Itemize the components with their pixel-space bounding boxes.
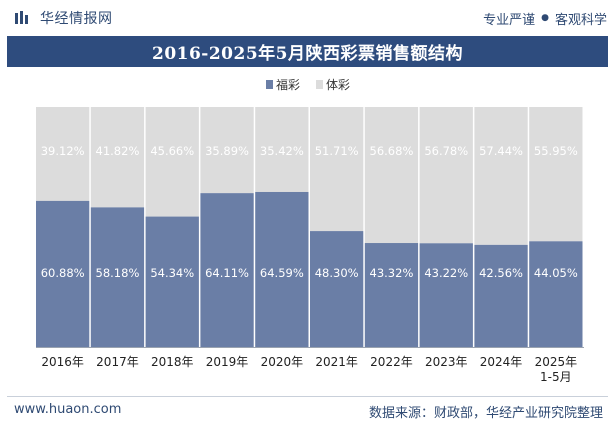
- data-label-ticai-7: 56.68%: [370, 144, 414, 158]
- x-tick-label-8: 2023年: [425, 355, 468, 369]
- bar-ticai-3: [145, 107, 199, 217]
- data-label-fucai-10: 44.05%: [534, 266, 578, 280]
- legend-label-2: 体彩: [326, 78, 350, 92]
- slogan-separator: ●: [541, 13, 549, 23]
- bar-fucai-4: [200, 193, 254, 347]
- data-label-ticai-5: 35.42%: [260, 144, 304, 158]
- bar-ticai-10: [529, 107, 583, 242]
- bar-ticai-7: [364, 107, 419, 244]
- bar-fucai-5: [255, 191, 309, 347]
- data-label-ticai-3: 45.66%: [150, 144, 194, 158]
- x-tick-label-10-line-2: 1-5月: [540, 370, 572, 384]
- data-label-ticai-2: 41.82%: [96, 144, 140, 158]
- data-label-fucai-1: 60.88%: [41, 266, 85, 280]
- legend-label-1: 福彩: [276, 77, 300, 92]
- brand-logo-icon: [15, 11, 28, 24]
- bar-ticai-4: [200, 107, 254, 194]
- x-tick-label-4: 2019年: [206, 355, 249, 369]
- legend-swatch-2: [316, 80, 323, 89]
- legend-swatch-1: [266, 80, 273, 89]
- title-bar: 2016-2025年5月陕西彩票销售额结构: [7, 36, 608, 67]
- bar-fucai-7: [364, 243, 419, 347]
- chart-title: 2016-2025年5月陕西彩票销售额结构: [151, 44, 463, 64]
- x-tick-label-2: 2017年: [96, 355, 139, 369]
- x-tick-label-5: 2020年: [261, 355, 304, 369]
- x-tick-label-7: 2022年: [370, 355, 413, 369]
- data-label-fucai-4: 64.11%: [205, 266, 249, 280]
- data-label-fucai-6: 48.30%: [315, 266, 359, 280]
- brand: 华经情报网: [14, 8, 113, 28]
- data-label-ticai-9: 57.44%: [479, 144, 523, 158]
- bar-ticai-1: [36, 107, 90, 201]
- data-label-fucai-9: 42.56%: [479, 266, 523, 280]
- data-label-fucai-2: 58.18%: [96, 266, 140, 280]
- bar-fucai-6: [310, 231, 364, 347]
- data-label-ticai-4: 35.89%: [205, 144, 249, 158]
- data-label-ticai-10: 55.95%: [534, 144, 578, 158]
- x-tick-label-6: 2021年: [315, 355, 358, 369]
- footer-source: 数据来源：财政部，华经产业研究院整理: [368, 406, 603, 421]
- bar-fucai-3: [145, 216, 199, 347]
- slogan: 专业严谨 ● 客观科学: [483, 9, 607, 28]
- brand-name: 华经情报网: [40, 11, 113, 27]
- bar-ticai-5: [255, 107, 309, 192]
- x-tick-label-1: 2016年: [41, 355, 84, 369]
- footer-divider: [7, 396, 608, 397]
- bar-fucai-2: [90, 207, 145, 347]
- data-label-fucai-8: 43.22%: [424, 266, 468, 280]
- bar-fucai-10: [529, 241, 583, 347]
- data-label-fucai-5: 64.59%: [260, 266, 304, 280]
- slogan-part-1: 专业严谨: [483, 12, 536, 28]
- bar-ticai-6: [310, 107, 364, 232]
- top-bar: 华经情报网 专业严谨 ● 客观科学: [0, 0, 615, 36]
- bar-fucai-8: [419, 243, 473, 347]
- bar-ticai-8: [419, 107, 473, 244]
- bar-fucai-1: [36, 200, 90, 347]
- data-label-ticai-6: 51.71%: [315, 144, 359, 158]
- bar-fucai-9: [474, 244, 528, 347]
- bar-ticai-2: [90, 107, 145, 208]
- data-label-ticai-1: 39.12%: [41, 144, 85, 158]
- footer-website[interactable]: www.huaon.com: [14, 402, 122, 417]
- data-label-ticai-8: 56.78%: [424, 144, 468, 158]
- x-tick-label-3: 2018年: [151, 355, 194, 369]
- x-tick-label-10-line-1: 2025年: [535, 355, 578, 369]
- x-tick-label-9: 2024年: [480, 355, 523, 369]
- data-label-fucai-7: 43.32%: [370, 266, 414, 280]
- bar-ticai-9: [474, 107, 528, 245]
- data-label-fucai-3: 54.34%: [150, 266, 194, 280]
- slogan-part-2: 客观科学: [554, 12, 607, 28]
